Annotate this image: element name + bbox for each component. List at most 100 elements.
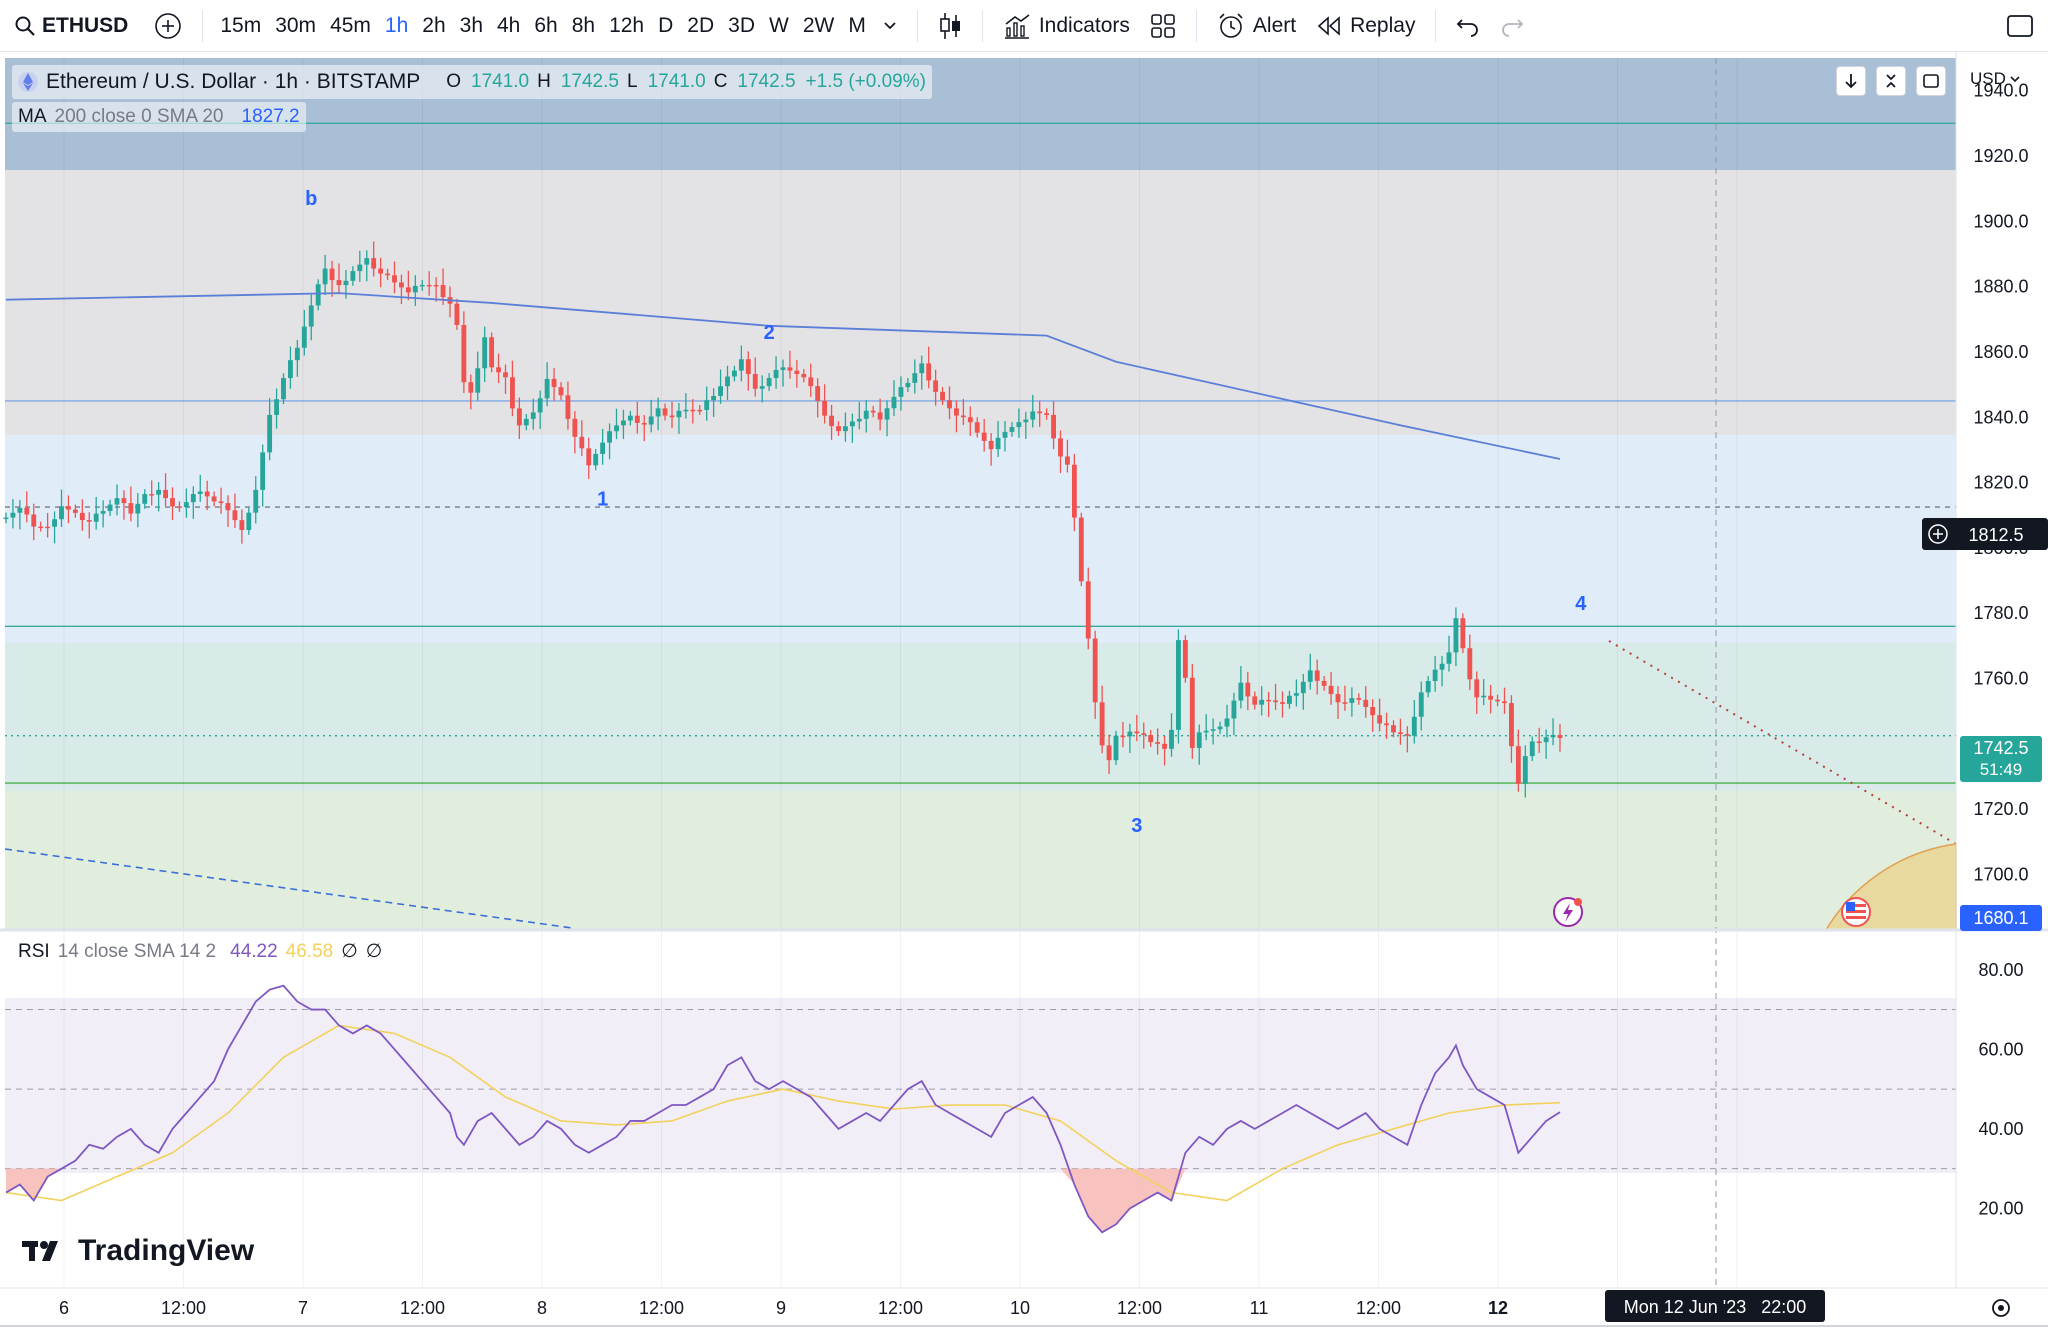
- candle[interactable]: [1092, 630, 1098, 719]
- candle[interactable]: [1321, 675, 1327, 691]
- candle[interactable]: [1495, 694, 1500, 707]
- chart-canvas[interactable]: b 2 1 3 4 1940.0 1920.0 1900.0 1880.0 1860.0 1840…: [0, 52, 2048, 1333]
- interval-m[interactable]: M: [848, 13, 866, 37]
- rsi-line[interactable]: [5, 984, 1561, 1234]
- interval-w[interactable]: W: [769, 13, 789, 37]
- candle[interactable]: [912, 359, 918, 394]
- candle[interactable]: [475, 351, 481, 401]
- candle[interactable]: [246, 507, 252, 535]
- candle[interactable]: [1162, 736, 1167, 766]
- candle[interactable]: [135, 493, 141, 528]
- candle[interactable]: [204, 480, 210, 511]
- candle[interactable]: [350, 266, 356, 286]
- candle[interactable]: [31, 503, 37, 541]
- candle[interactable]: [516, 397, 522, 440]
- candle[interactable]: [1002, 421, 1008, 452]
- candle[interactable]: [211, 491, 217, 507]
- candle[interactable]: [114, 484, 120, 516]
- candle[interactable]: [933, 369, 939, 406]
- wave-label-1[interactable]: 1: [597, 488, 608, 510]
- candle[interactable]: [1335, 686, 1341, 719]
- candle[interactable]: [898, 376, 904, 411]
- interval-3d[interactable]: 3D: [728, 13, 756, 37]
- candle[interactable]: [1106, 734, 1112, 774]
- candle[interactable]: [863, 399, 869, 433]
- candle[interactable]: [371, 241, 377, 277]
- replay-button[interactable]: Replay: [1306, 0, 1425, 51]
- candle[interactable]: [149, 480, 155, 506]
- candle[interactable]: [1113, 730, 1119, 766]
- candle[interactable]: [170, 487, 175, 521]
- candle[interactable]: [1238, 666, 1244, 709]
- candle[interactable]: [1287, 690, 1292, 709]
- candle[interactable]: [1085, 567, 1091, 650]
- candle[interactable]: [336, 263, 342, 293]
- candle[interactable]: [294, 339, 300, 377]
- candle[interactable]: [163, 473, 168, 506]
- candle[interactable]: [815, 378, 821, 418]
- candle[interactable]: [967, 406, 973, 436]
- candle[interactable]: [156, 482, 162, 512]
- candle[interactable]: [1467, 634, 1473, 691]
- candle[interactable]: [1141, 722, 1147, 749]
- candle[interactable]: [1127, 723, 1133, 754]
- candle[interactable]: [260, 444, 266, 507]
- candle[interactable]: [1446, 635, 1452, 672]
- us-flag-event-icon[interactable]: [1841, 897, 1871, 927]
- candle[interactable]: [1023, 411, 1029, 439]
- move-pane-down-button[interactable]: [1836, 66, 1866, 96]
- candle[interactable]: [926, 346, 932, 389]
- candle[interactable]: [1273, 683, 1278, 711]
- candle[interactable]: [1280, 691, 1285, 718]
- candle[interactable]: [981, 418, 987, 452]
- tradingview-watermark[interactable]: TradingView: [22, 1234, 254, 1268]
- candle[interactable]: [218, 487, 224, 514]
- interval-2w[interactable]: 2W: [802, 13, 835, 37]
- candle[interactable]: [86, 512, 92, 539]
- candle[interactable]: [558, 382, 564, 401]
- candle[interactable]: [641, 415, 647, 442]
- candle[interactable]: [100, 500, 106, 528]
- rsi-sma-line[interactable]: [5, 1024, 1561, 1202]
- candle[interactable]: [45, 512, 51, 538]
- candle[interactable]: [1044, 408, 1050, 420]
- candle[interactable]: [1356, 693, 1362, 705]
- candle[interactable]: [357, 250, 363, 282]
- candle[interactable]: [239, 509, 245, 544]
- candle[interactable]: [940, 387, 945, 406]
- candle[interactable]: [648, 399, 654, 433]
- candle[interactable]: [537, 390, 543, 430]
- candle[interactable]: [510, 360, 515, 417]
- candle[interactable]: [412, 275, 418, 307]
- rsi-axis[interactable]: 80.00 60.00 40.00 20.00: [1978, 960, 2023, 1219]
- undo-button[interactable]: [1446, 0, 1490, 51]
- ma-legend[interactable]: MA 200 close 0 SMA 20 1827.2: [12, 102, 306, 132]
- candle[interactable]: [1120, 722, 1126, 748]
- candle[interactable]: [745, 351, 751, 391]
- candle[interactable]: [551, 368, 557, 401]
- ma-200-line[interactable]: [5, 292, 1561, 460]
- candle[interactable]: [1439, 655, 1445, 687]
- candle[interactable]: [780, 359, 786, 387]
- candle[interactable]: [530, 398, 536, 430]
- candle[interactable]: [1453, 607, 1459, 667]
- candle[interactable]: [24, 491, 30, 523]
- candle[interactable]: [1155, 728, 1161, 755]
- lightning-event-icon[interactable]: [1553, 897, 1583, 927]
- candle[interactable]: [66, 495, 71, 524]
- candle[interactable]: [586, 437, 592, 480]
- candle[interactable]: [1196, 724, 1202, 765]
- candle[interactable]: [1328, 672, 1334, 705]
- candle[interactable]: [1474, 671, 1480, 714]
- candle[interactable]: [301, 309, 307, 356]
- candle[interactable]: [704, 386, 710, 421]
- layouts-button[interactable]: [1140, 0, 1186, 51]
- candle[interactable]: [822, 384, 828, 424]
- candle[interactable]: [1300, 673, 1306, 710]
- candle[interactable]: [59, 489, 64, 528]
- add-alert-icon[interactable]: [1928, 524, 1948, 544]
- candle[interactable]: [752, 357, 758, 397]
- compare-symbol-button[interactable]: [144, 0, 192, 51]
- candle[interactable]: [1502, 687, 1507, 714]
- candle[interactable]: [1377, 698, 1383, 732]
